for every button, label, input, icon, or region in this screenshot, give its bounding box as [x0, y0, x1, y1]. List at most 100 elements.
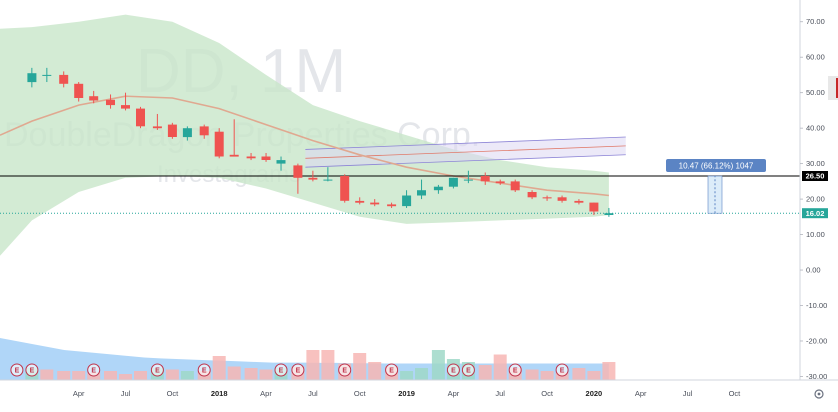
candle-body[interactable]: [214, 131, 224, 157]
price-tick-label: -10.00: [806, 301, 827, 310]
time-axis[interactable]: Apr Jul Oct 2018 Apr Jul Oct 2019 Apr Jul Oct 2020 A…: [0, 379, 838, 398]
earnings-label: E: [342, 368, 347, 375]
earnings-marker[interactable]: E: [338, 363, 352, 377]
candle-body[interactable]: [167, 124, 177, 137]
earnings-marker[interactable]: E: [25, 363, 39, 377]
candle-body[interactable]: [340, 176, 350, 201]
earnings-marker[interactable]: E: [555, 363, 569, 377]
candle-body[interactable]: [417, 190, 426, 196]
volume-bar: [57, 371, 71, 380]
measure-tool[interactable]: 10.47 (66.12%) 1047: [666, 159, 766, 214]
time-tick-label: 2018: [211, 389, 228, 398]
candle-body[interactable]: [557, 197, 567, 201]
earnings-marker[interactable]: E: [508, 363, 522, 377]
time-tick-label: Oct: [729, 389, 742, 398]
price-axis-scrollbar[interactable]: [828, 76, 838, 100]
candle-body[interactable]: [182, 128, 192, 138]
price-tick-label: 0.00: [806, 266, 821, 275]
volume-bar: [306, 350, 320, 380]
gear-icon[interactable]: [814, 389, 824, 399]
earnings-marker[interactable]: E: [150, 363, 164, 377]
candle-body[interactable]: [293, 165, 303, 178]
candle-body[interactable]: [480, 176, 490, 182]
earnings-marker[interactable]: E: [385, 363, 399, 377]
candle-body[interactable]: [370, 202, 380, 205]
candle-body[interactable]: [604, 213, 614, 215]
candle-body[interactable]: [27, 73, 37, 83]
candle-body[interactable]: [246, 156, 256, 159]
earnings-label: E: [30, 368, 35, 375]
volume-bar: [134, 371, 147, 380]
envelope-band: [0, 14, 609, 256]
earnings-marker[interactable]: E: [197, 363, 211, 377]
candle-body[interactable]: [433, 186, 443, 191]
earnings-icon[interactable]: [274, 363, 288, 377]
candle-body[interactable]: [510, 181, 520, 191]
candle-body[interactable]: [323, 179, 333, 181]
earnings-icon[interactable]: [385, 363, 399, 377]
price-tick-label: -30.00: [806, 372, 827, 381]
earnings-icon[interactable]: [508, 363, 522, 377]
earnings-icon[interactable]: [150, 363, 164, 377]
candle-body[interactable]: [495, 181, 505, 184]
earnings-icon[interactable]: [555, 363, 569, 377]
candle-body[interactable]: [402, 195, 412, 207]
candle-body[interactable]: [308, 177, 318, 180]
candle-body[interactable]: [527, 192, 537, 198]
candle-body[interactable]: [574, 200, 584, 203]
time-tick-label: 2020: [586, 389, 603, 398]
settings-button[interactable]: [814, 389, 824, 399]
earnings-icon[interactable]: [338, 363, 352, 377]
candle-body[interactable]: [199, 126, 209, 136]
earnings-icon[interactable]: [461, 363, 475, 377]
candle-body[interactable]: [152, 126, 162, 129]
candle-body[interactable]: [121, 105, 130, 109]
candle-body[interactable]: [89, 96, 99, 101]
earnings-label: E: [202, 368, 207, 375]
candle-body[interactable]: [387, 204, 397, 207]
time-tick-label: Apr: [73, 389, 85, 398]
candle-body[interactable]: [542, 197, 552, 199]
candle-body[interactable]: [355, 200, 365, 203]
volume-bar: [478, 365, 492, 380]
candle-body[interactable]: [589, 202, 599, 212]
earnings-label: E: [155, 368, 160, 375]
earnings-icon[interactable]: [10, 363, 24, 377]
earnings-icon[interactable]: [87, 363, 101, 377]
earnings-marker[interactable]: E: [446, 363, 460, 377]
earnings-marker[interactable]: E: [87, 363, 101, 377]
volume-bar: [587, 371, 601, 380]
candle-body[interactable]: [448, 177, 458, 187]
candle-body[interactable]: [136, 108, 145, 127]
price-line-badge-label: 26.50: [806, 172, 825, 181]
earnings-label: E: [91, 368, 96, 375]
volume-bar: [244, 368, 258, 380]
price-tick-label: 10.00: [806, 230, 825, 239]
time-tick-label: Oct: [354, 389, 367, 398]
earnings-icon[interactable]: [197, 363, 211, 377]
earnings-marker[interactable]: E: [274, 363, 288, 377]
candlesticks[interactable]: [27, 67, 614, 217]
last-price-badge-label: 16.02: [806, 209, 825, 218]
candle-body[interactable]: [42, 74, 52, 76]
earnings-marker[interactable]: E: [461, 363, 475, 377]
earnings-label: E: [513, 368, 518, 375]
earnings-marker[interactable]: E: [10, 363, 24, 377]
earnings-icon[interactable]: [446, 363, 460, 377]
price-tick-label: -20.00: [806, 337, 827, 346]
candle-body[interactable]: [261, 156, 271, 161]
candle-body[interactable]: [229, 154, 239, 157]
price-axis-marker: [836, 78, 838, 98]
price-axis[interactable]: 70.00 60.00 50.00 40.00 30.00 20.00 10.00 0.00 -…: [799, 0, 838, 381]
candle-body[interactable]: [463, 179, 473, 181]
candle-body[interactable]: [106, 99, 115, 106]
candle-body[interactable]: [74, 83, 84, 98]
earnings-icon[interactable]: [25, 363, 39, 377]
earnings-icon[interactable]: [291, 363, 305, 377]
candle-body[interactable]: [59, 74, 69, 84]
earnings-marker[interactable]: E: [291, 363, 305, 377]
candle-body[interactable]: [276, 160, 286, 164]
